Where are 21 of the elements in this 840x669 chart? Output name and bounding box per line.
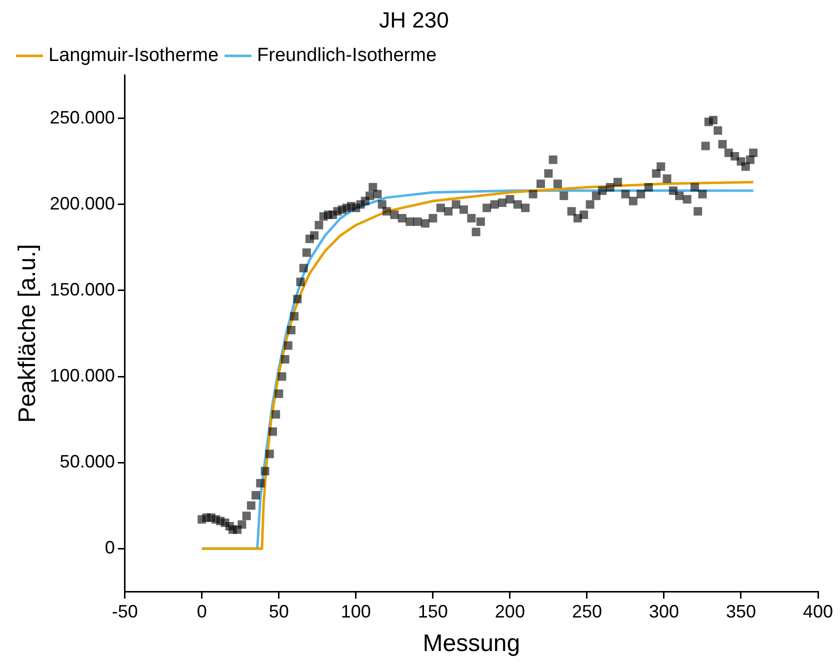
x-tick-label: 400	[802, 601, 834, 622]
y-tick-label: 50.000	[60, 452, 115, 472]
x-tick-label: 300	[648, 601, 679, 622]
x-tick-label: 250	[572, 601, 602, 622]
x-tick-label: 50	[268, 601, 289, 622]
legend-label: Langmuir-Isotherme	[48, 45, 219, 66]
y-tick-label: 0	[104, 538, 115, 558]
x-tick-label: 200	[494, 601, 525, 622]
chart-title: JH 230	[379, 7, 449, 32]
x-tick-label: 350	[726, 601, 756, 622]
x-tick-label: 0	[196, 601, 207, 622]
y-tick-label: 250.000	[50, 107, 115, 128]
x-tick-label: -50	[112, 601, 138, 622]
x-tick-label: 150	[418, 601, 448, 622]
x-tick-label: 100	[340, 601, 371, 622]
x-axis-title: Messung	[422, 630, 520, 658]
y-tick-label: 100.000	[50, 365, 115, 386]
y-tick-label: 150.000	[50, 279, 115, 300]
y-axis-title: Peakfläche [a.u.]	[14, 244, 42, 423]
legend-label: Freundlich-Isotherme	[257, 45, 437, 66]
y-tick-label: 200.000	[50, 193, 115, 214]
